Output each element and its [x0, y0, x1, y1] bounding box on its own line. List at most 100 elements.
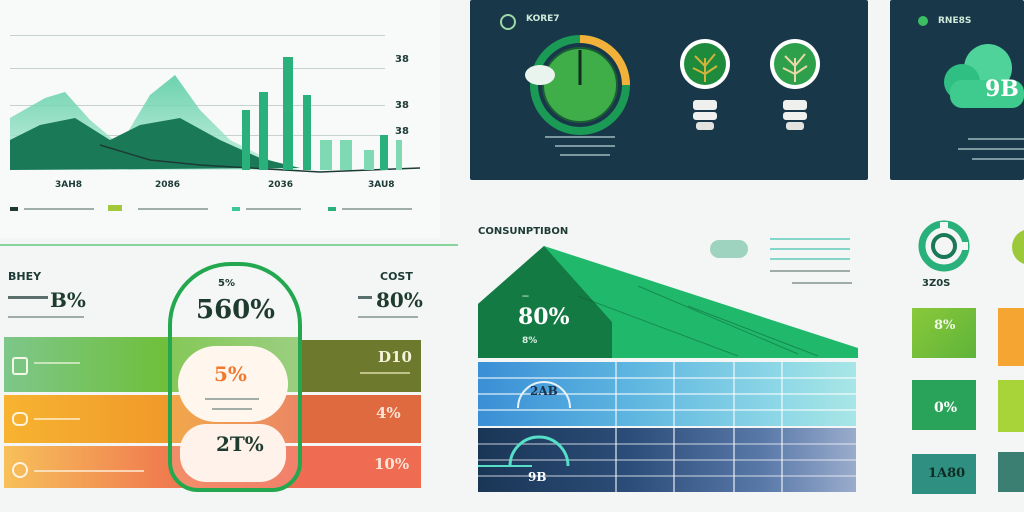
- moon-icon: [12, 462, 28, 478]
- bar: [303, 95, 311, 170]
- bar-caption: [34, 470, 144, 472]
- caption-text: [770, 238, 850, 240]
- leaf-icon: [12, 357, 28, 375]
- roof-shape: [478, 246, 858, 358]
- row-value: D10: [378, 348, 412, 366]
- cloud-value: 9B: [985, 76, 1019, 102]
- leaf-icon: [1012, 230, 1024, 264]
- tile-dark-teal: [998, 452, 1024, 492]
- center-top: 5%: [218, 278, 235, 289]
- tile-value: 0%: [934, 400, 958, 416]
- dark-panel-2: RNE8S 9B: [890, 0, 1024, 180]
- status-icon: [500, 14, 516, 30]
- legend-text: [138, 208, 208, 210]
- consumption-title: CONSUNPTIBON: [478, 226, 569, 237]
- trend-line: [99, 144, 421, 173]
- tile-value: 1A80: [928, 466, 966, 481]
- bar: [340, 140, 352, 170]
- bar: [364, 150, 374, 170]
- tile-green: [912, 308, 976, 358]
- caption-text: [770, 258, 850, 260]
- row-value: 4%: [376, 404, 401, 422]
- caption-text: [555, 145, 615, 147]
- center-bottom-bubble: [180, 424, 286, 482]
- legend-swatch: [328, 207, 336, 211]
- bar: [242, 110, 250, 170]
- tile-lime: [998, 380, 1024, 432]
- caption-text: [545, 136, 615, 138]
- bar: [380, 135, 388, 170]
- cloud-icon: [710, 240, 748, 258]
- bar-rust: [298, 395, 421, 443]
- center-caption: [205, 398, 259, 400]
- bar-olive: [298, 340, 421, 392]
- recycle-icon: [918, 220, 970, 272]
- caption-text: [770, 270, 850, 272]
- tree-bulb-icon: [680, 39, 730, 130]
- right-label: COST: [380, 270, 413, 283]
- roof-value: 80%: [518, 304, 570, 330]
- right-value: 80%: [376, 288, 423, 312]
- tile-orange: [998, 308, 1024, 366]
- label-text: [8, 296, 48, 299]
- panel-title: RNE8S: [938, 16, 972, 26]
- gridline: [10, 35, 385, 36]
- legend-text: [246, 208, 301, 210]
- area-chart-svg: [10, 57, 421, 173]
- gridline: [10, 105, 385, 106]
- bar-caption: [34, 418, 80, 420]
- center-mid: 5%: [214, 362, 247, 386]
- bar: [259, 92, 268, 170]
- gauge-label: 2AB: [530, 384, 558, 398]
- bar-red: [4, 446, 167, 488]
- legend-text: [24, 208, 94, 210]
- bar-green: [4, 337, 167, 392]
- row-value: 10%: [374, 455, 410, 473]
- cloud-icon: [944, 44, 1024, 108]
- tile-dark-green: [912, 380, 976, 430]
- center-caption: [212, 408, 252, 410]
- area-mountain-dark: [10, 118, 300, 170]
- bar-coral: [298, 446, 421, 488]
- x-tick: 3AH8: [55, 180, 83, 190]
- y-tick: 38: [395, 54, 409, 65]
- legend-text: [342, 208, 412, 210]
- sun-icon: [12, 412, 28, 426]
- legend-swatch: [10, 207, 18, 211]
- tree-bulb-icon: [770, 39, 820, 130]
- roof-caption: —: [522, 292, 529, 300]
- right-label: 3Z0S: [922, 278, 951, 289]
- status-icon: [918, 16, 928, 26]
- x-tick: 2086: [155, 180, 181, 190]
- caption-text: [560, 154, 610, 156]
- bar: [396, 140, 402, 170]
- tile-value: 8%: [934, 318, 956, 333]
- left-value: B%: [50, 288, 86, 312]
- caption-text: [792, 282, 852, 284]
- caption-text: [958, 148, 1024, 150]
- center-bottom: 2T%: [216, 432, 264, 456]
- label-text: [358, 296, 372, 299]
- bar-orange: [4, 395, 167, 443]
- gridline: [10, 68, 385, 69]
- caption-text: [968, 138, 1024, 140]
- legend: [10, 205, 430, 219]
- grid-lines: [478, 362, 856, 492]
- legend-swatch: [232, 207, 240, 211]
- dark-panel-1: KORE7: [470, 0, 868, 180]
- x-tick: 2036: [268, 180, 294, 190]
- bar: [320, 140, 332, 170]
- caption-text: [972, 158, 1024, 160]
- bar-caption: [360, 372, 410, 374]
- panel-title: KORE7: [526, 14, 560, 24]
- center-value: 560%: [196, 295, 275, 325]
- roof-sub: 8%: [522, 336, 538, 346]
- bottom-gauge: 9B: [528, 470, 547, 484]
- legend-swatch: [108, 205, 122, 211]
- left-label: BHEY: [8, 270, 42, 283]
- caption-text: [770, 248, 850, 250]
- y-tick: 38: [395, 126, 409, 137]
- caption-text: [8, 316, 84, 318]
- gauge-icon: [525, 35, 630, 135]
- green-divider: [0, 244, 458, 246]
